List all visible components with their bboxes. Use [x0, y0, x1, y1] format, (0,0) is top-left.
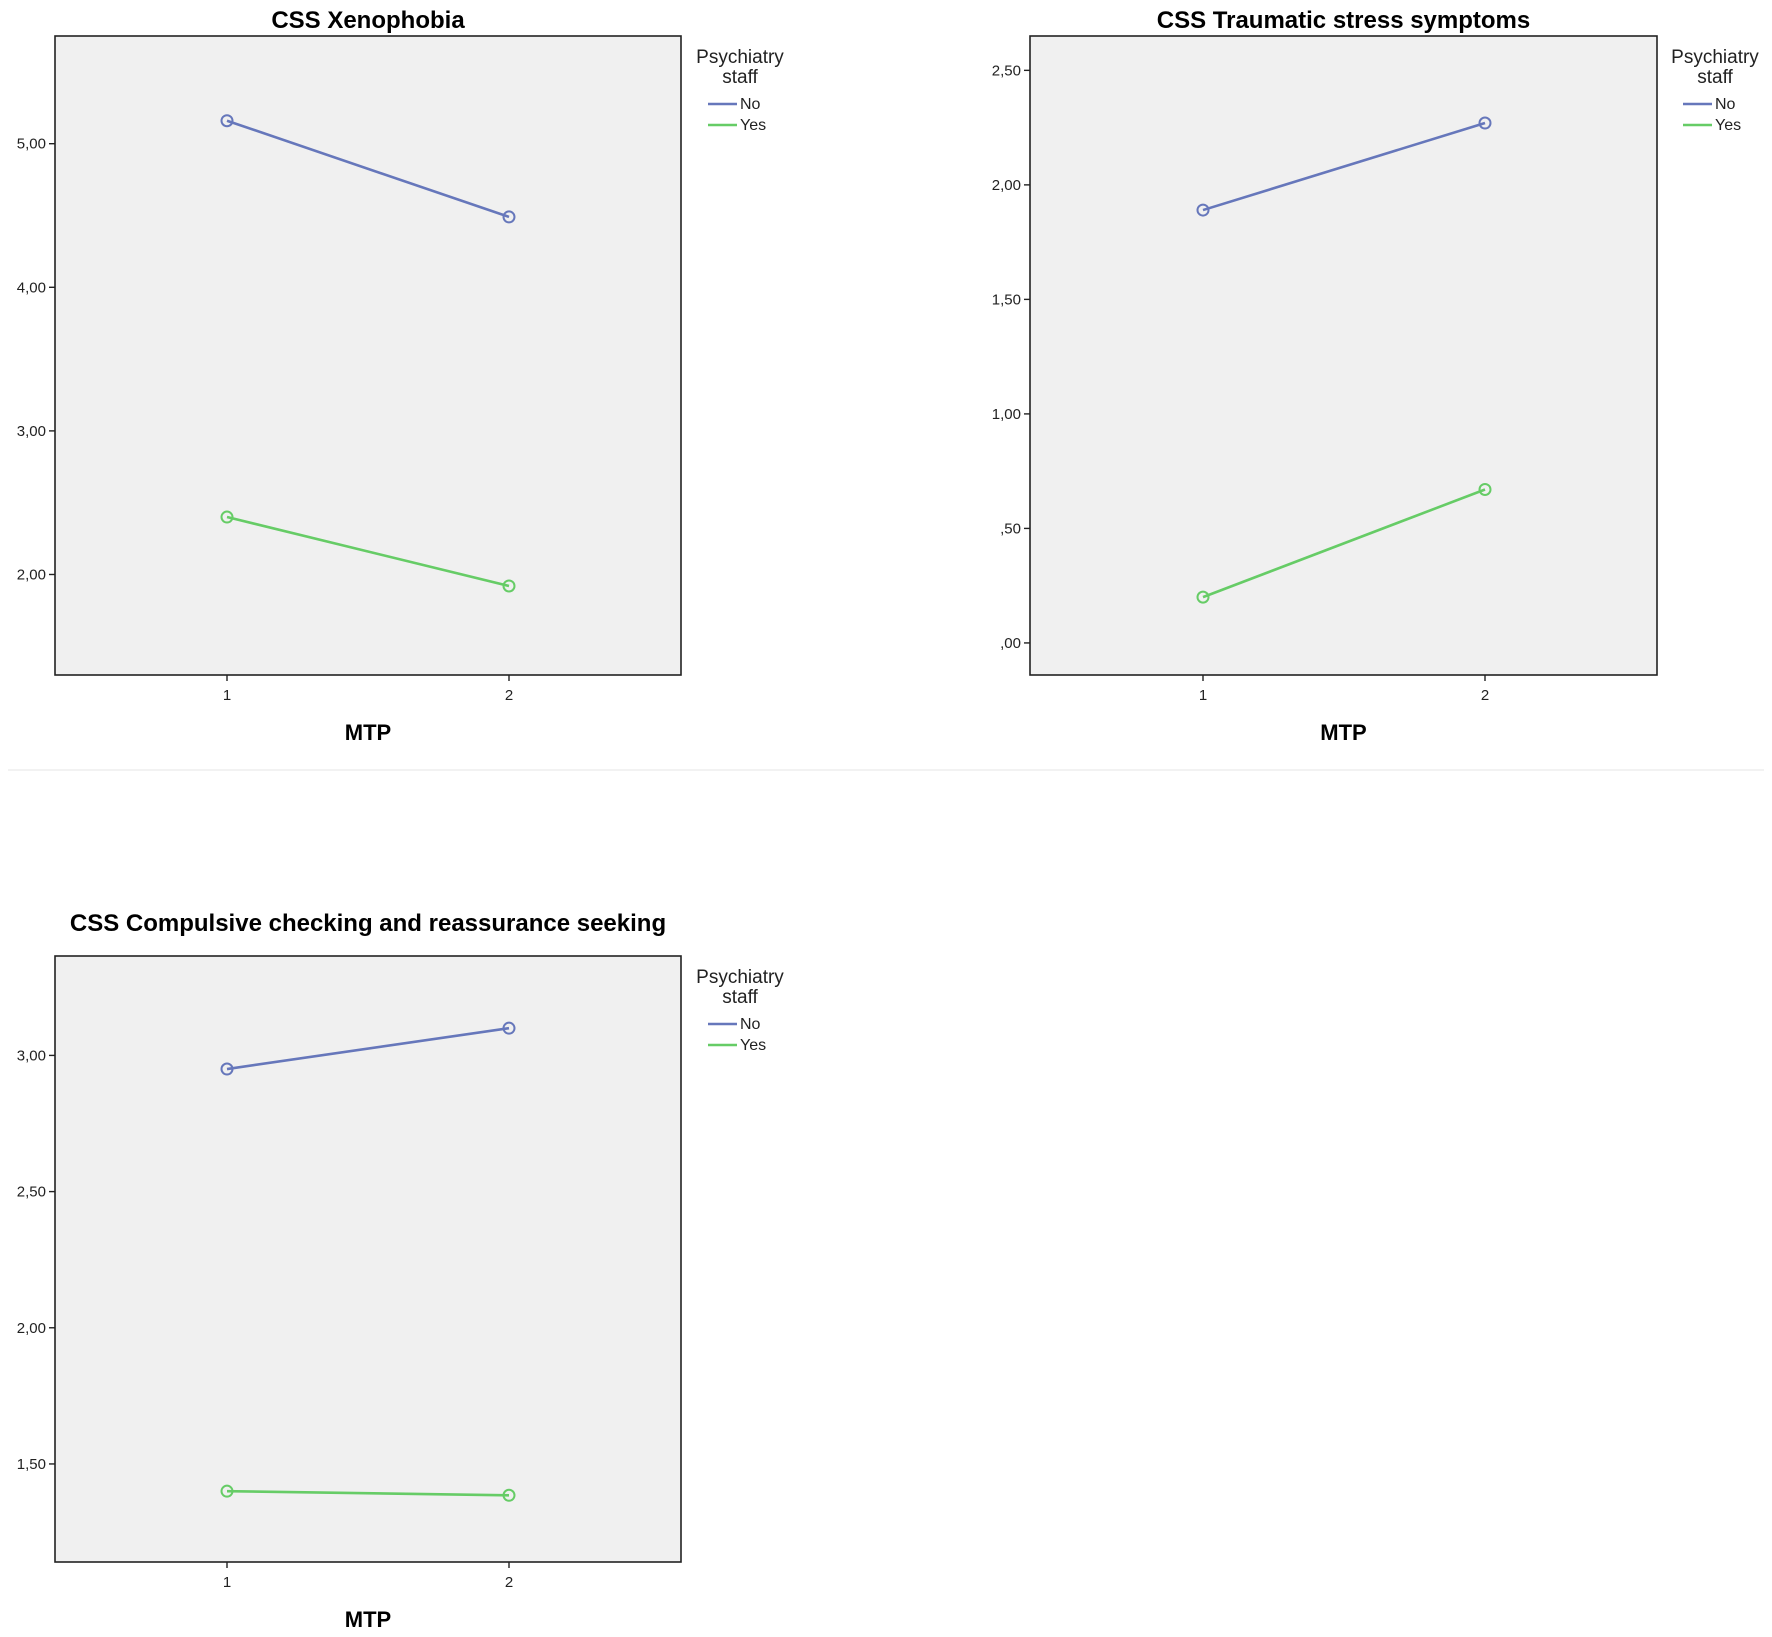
x-tick-label: 1: [223, 1574, 231, 1591]
chart-panel-1: CSS Xenophobia 2,00 3,00 4,00 5,00 1 2 MTP Psych…: [17, 7, 785, 745]
plot-area: [54, 955, 682, 1563]
legend-entry-no: No: [1715, 96, 1736, 113]
y-tick-label: 5,00: [17, 136, 46, 153]
chart-title: CSS Xenophobia: [271, 7, 465, 34]
y-tick-label: 1,50: [17, 1456, 46, 1473]
data-point-yes: [1478, 482, 1492, 496]
y-tick-label: ,00: [1000, 635, 1021, 652]
x-tick-label: 2: [505, 687, 513, 704]
y-tick-label: 3,00: [17, 423, 46, 440]
legend-entry-yes: Yes: [740, 1037, 766, 1054]
series-line-yes: [1202, 488, 1486, 599]
series-line-yes: [226, 515, 510, 588]
data-point-yes: [220, 510, 234, 524]
data-point-no: [502, 210, 516, 224]
y-tick-label: 1,50: [992, 291, 1021, 308]
y-tick-label: 3,00: [17, 1047, 46, 1064]
plot-area: [1029, 35, 1658, 676]
series-line-no: [226, 1026, 510, 1071]
plot-area: [54, 35, 682, 676]
y-tick-label: 2,00: [17, 1320, 46, 1337]
legend-title: staff: [1697, 67, 1733, 88]
x-tick-label: 2: [505, 1574, 513, 1591]
legend-title: staff: [722, 67, 758, 88]
x-tick-label: 1: [1199, 687, 1207, 704]
y-tick-label: 2,00: [17, 566, 46, 583]
data-point-yes: [220, 1484, 234, 1498]
y-tick-label: 4,00: [17, 279, 46, 296]
x-axis-label: MTP: [345, 1607, 391, 1632]
chart-panel-3: CSS Compulsive checking and reassurance …: [17, 910, 785, 1632]
series-line-yes: [226, 1489, 510, 1497]
chart-title: CSS Compulsive checking and reassurance …: [70, 910, 666, 937]
legend-entry-yes: Yes: [1715, 117, 1741, 134]
x-tick-label: 1: [223, 687, 231, 704]
data-point-no: [220, 114, 234, 128]
x-tick-label: 2: [1481, 687, 1489, 704]
y-tick-label: 1,00: [992, 406, 1021, 423]
legend-entry-no: No: [740, 96, 761, 113]
data-point-no: [1196, 203, 1210, 217]
data-point-no: [1478, 116, 1492, 130]
y-tick-label: 2,50: [17, 1184, 46, 1201]
legend-entry-no: No: [740, 1016, 761, 1033]
legend-title: Psychiatry: [1671, 47, 1759, 68]
x-axis-label: MTP: [1320, 720, 1366, 745]
y-tick-label: ,50: [1000, 520, 1021, 537]
legend-title: staff: [722, 987, 758, 1008]
data-point-yes: [502, 579, 516, 593]
x-axis-label: MTP: [345, 720, 391, 745]
data-point-yes: [502, 1488, 516, 1502]
chart-title: CSS Traumatic stress symptoms: [1157, 7, 1531, 34]
series-line-no: [226, 119, 510, 219]
data-point-no: [220, 1062, 234, 1076]
legend-entry-yes: Yes: [740, 117, 766, 134]
data-point-no: [502, 1021, 516, 1035]
series-line-no: [1202, 121, 1486, 212]
y-tick-label: 2,50: [992, 62, 1021, 79]
legend-title: Psychiatry: [696, 47, 784, 68]
y-tick-label: 2,00: [992, 177, 1021, 194]
data-point-yes: [1196, 590, 1210, 604]
legend-title: Psychiatry: [696, 967, 784, 988]
chart-panel-2: CSS Traumatic stress symptoms ,00 ,50 1,00 1…: [992, 7, 1760, 745]
